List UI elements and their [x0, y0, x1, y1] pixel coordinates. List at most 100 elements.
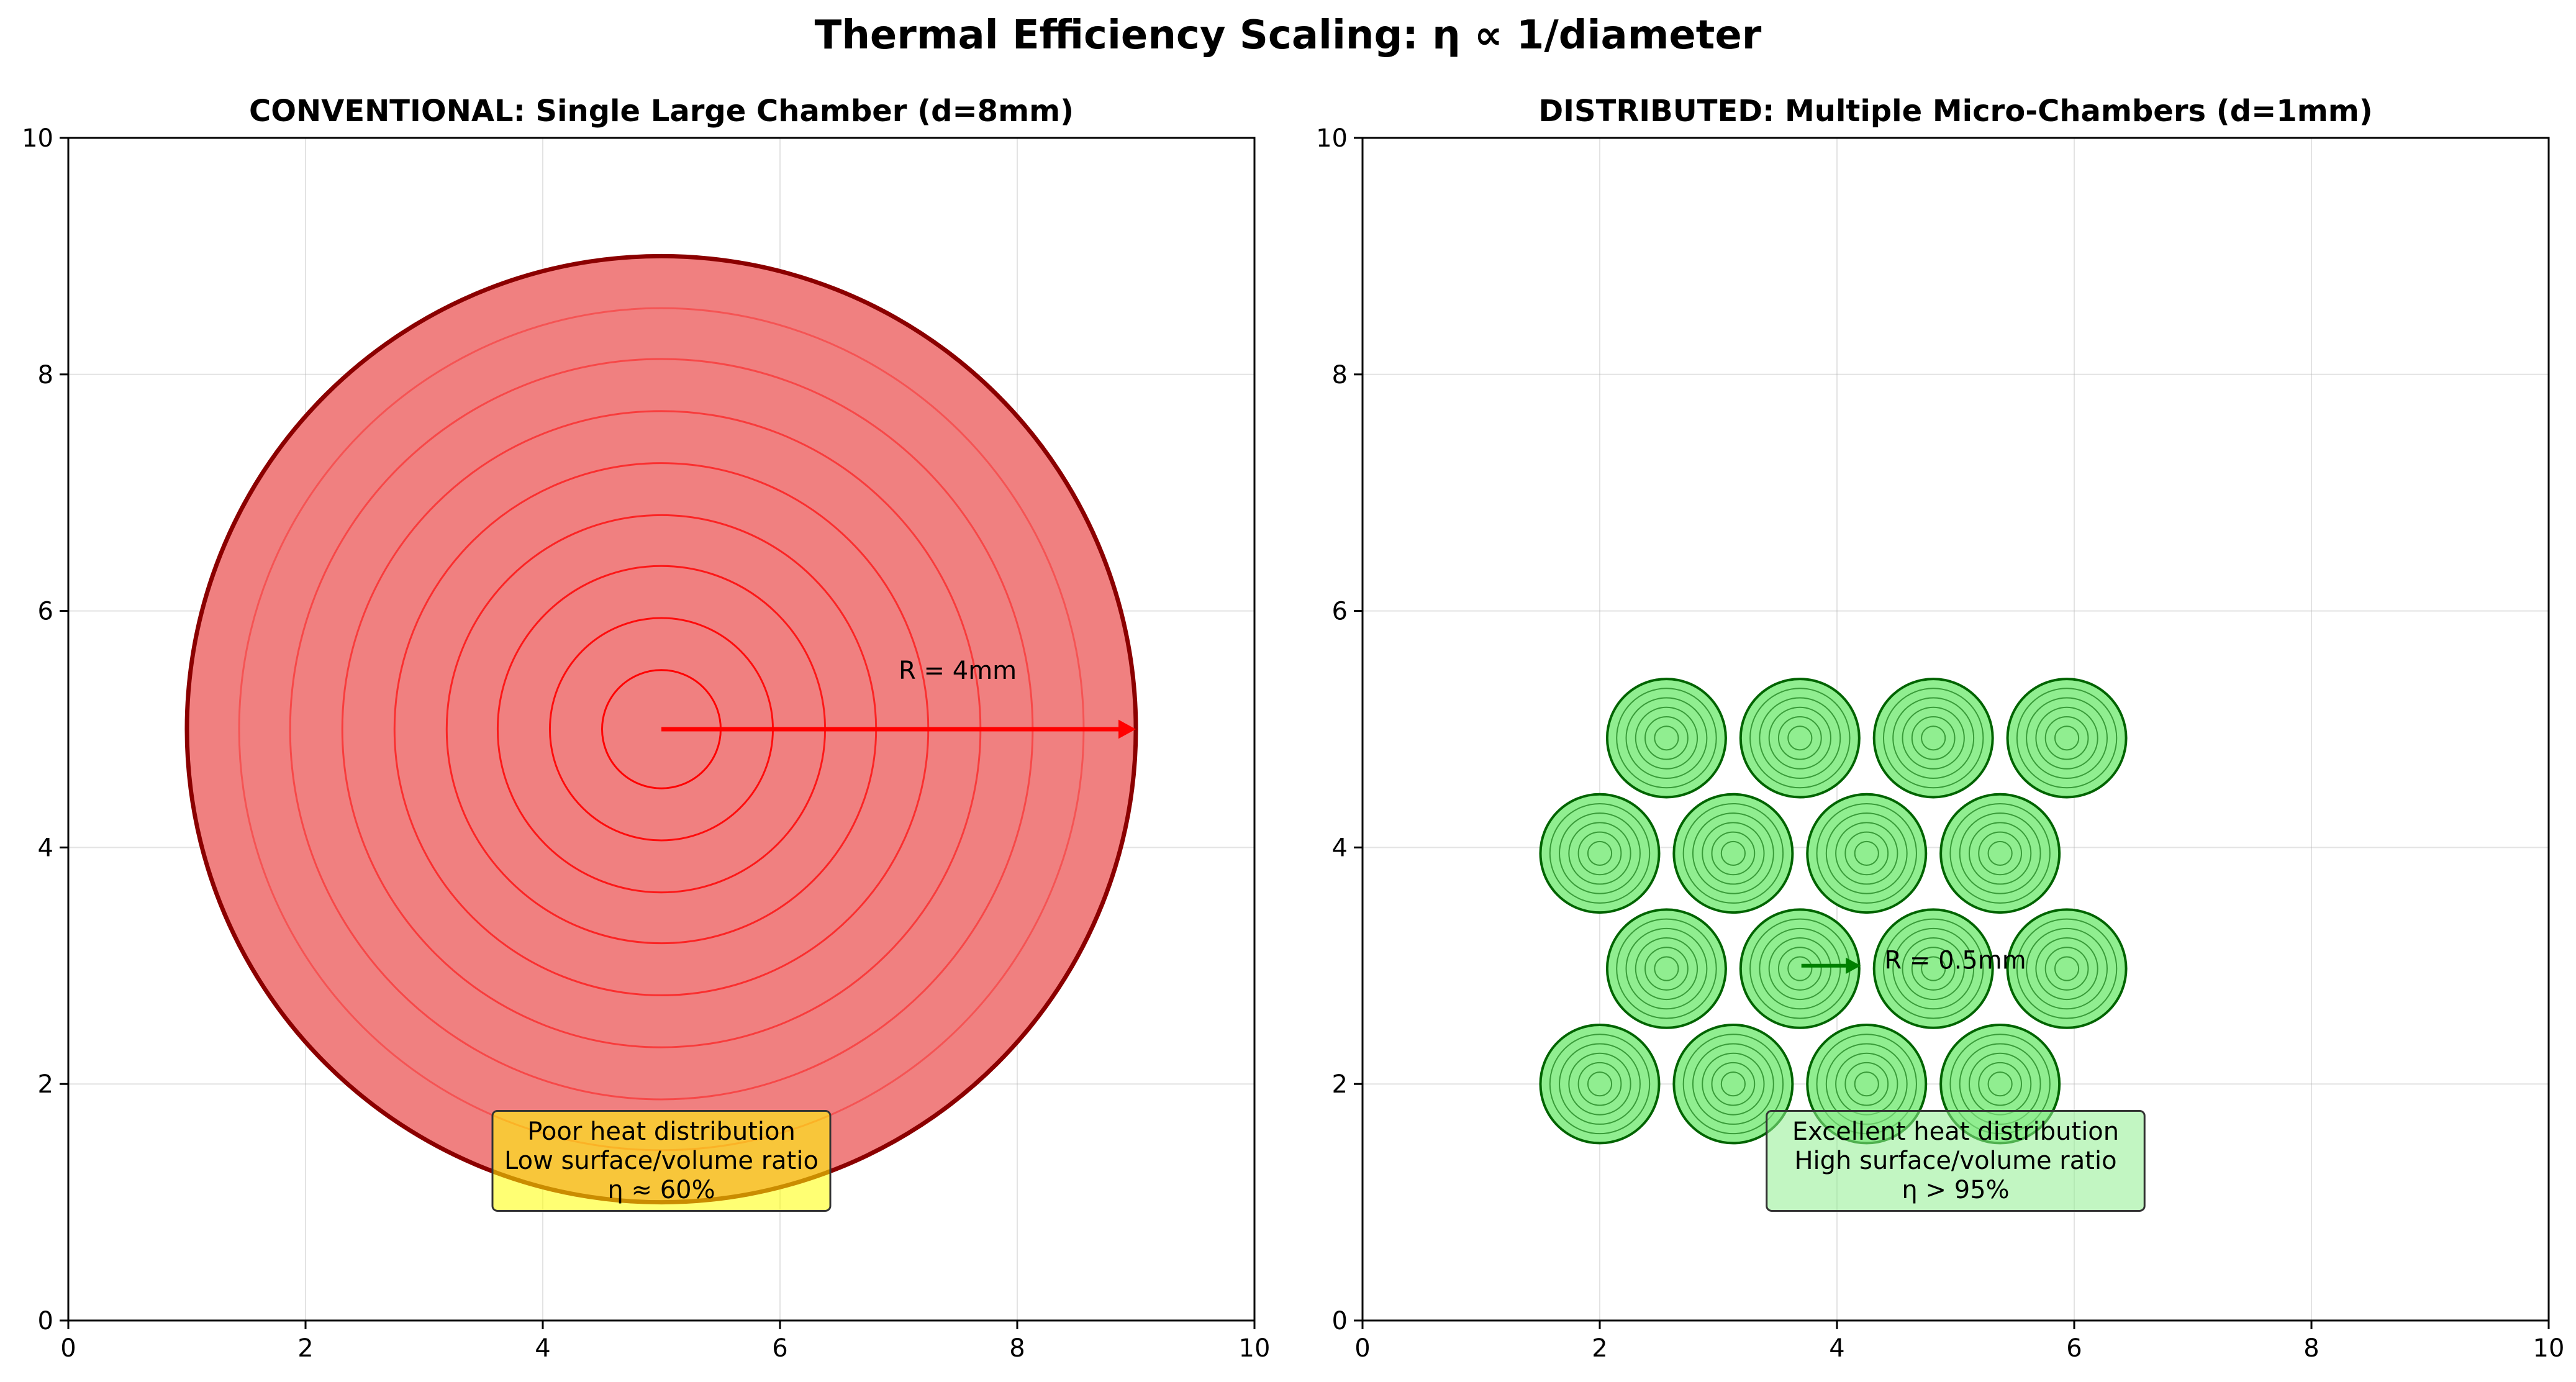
micro-chamber-body — [1539, 1024, 1661, 1145]
micro-chamber — [2006, 908, 2128, 1029]
micro-chamber — [1806, 793, 1928, 914]
micro-chamber-body — [1739, 908, 1861, 1029]
heat-contour — [1616, 918, 1717, 1019]
micro-chamber — [1872, 908, 1994, 1029]
heat-contour — [2044, 716, 2089, 760]
heat-contour — [1921, 956, 1946, 981]
heat-contour — [1768, 706, 1831, 770]
heat-contour — [1987, 1071, 2013, 1097]
heat-contour — [1587, 1071, 1613, 1097]
radius-label: R = 4mm — [899, 657, 1017, 685]
conventional-chamber-plot: CONVENTIONAL: Single Large Chamber (d=8m… — [22, 94, 1270, 1363]
x-tick-label: 10 — [1239, 1334, 1271, 1363]
y-axis-ticks: 0 2 4 6 8 10 — [22, 124, 68, 1335]
panel-title-distributed: DISTRIBUTED: Multiple Micro-Chambers (d=… — [1538, 94, 2372, 129]
heat-contour — [2026, 697, 2108, 780]
y-tick-label: 2 — [38, 1070, 53, 1099]
y-tick-label: 6 — [38, 598, 53, 626]
heat-contour — [1616, 688, 1717, 789]
micro-chamber — [1939, 793, 2061, 914]
heat-contour — [1568, 1052, 1631, 1116]
y-axis-ticks: 0 2 4 6 8 10 — [1316, 124, 1363, 1335]
note-line: High surface/volume ratio — [1794, 1147, 2116, 1175]
heat-contour — [1749, 688, 1851, 789]
heat-contour — [1959, 812, 2041, 894]
chart-marks: R = 0.5mm Excellent heat distributionHigh… — [1539, 678, 2146, 1212]
note-line: Low surface/volume ratio — [504, 1147, 819, 1175]
note-line: Excellent heat distribution — [1792, 1117, 2119, 1146]
heat-contour — [1759, 697, 1841, 780]
figure-title: Thermal Efficiency Scaling: η ∝ 1/diamet… — [815, 12, 1762, 58]
heat-contour — [1911, 716, 1956, 760]
x-tick-label: 4 — [535, 1334, 550, 1363]
heat-contour — [1921, 725, 1946, 751]
micro-chamber-body — [1939, 793, 2061, 914]
heat-contour — [1559, 812, 1641, 894]
heat-contour — [1911, 947, 1956, 991]
micro-chamber-body — [1605, 908, 1727, 1029]
heat-contour — [1711, 1062, 1756, 1106]
heat-contour — [2035, 706, 2098, 770]
micro-chamber-body — [2006, 908, 2128, 1029]
heat-contour — [1968, 822, 2032, 885]
micro-chamber — [1739, 678, 1861, 799]
heat-contour — [1577, 831, 1622, 876]
heat-contour — [1720, 1071, 1746, 1097]
heat-contour — [1644, 947, 1689, 991]
heat-contour — [1882, 688, 1984, 789]
panel-title-conventional: CONVENTIONAL: Single Large Chamber (d=8m… — [249, 94, 1074, 129]
heat-contour — [2035, 937, 2098, 1001]
heat-contour — [1844, 831, 1889, 876]
heat-contour — [1978, 1062, 2023, 1106]
micro-chamber-body — [1739, 678, 1861, 799]
radius-label: R = 0.5mm — [1884, 946, 2026, 975]
y-tick-label: 0 — [38, 1307, 53, 1335]
x-axis-ticks: 0 2 4 6 8 10 — [60, 1321, 1270, 1363]
y-tick-label: 2 — [1332, 1070, 1348, 1099]
micro-chamber-body — [1872, 908, 1994, 1029]
x-tick-label: 0 — [1354, 1334, 1370, 1363]
heat-contour — [1768, 937, 1831, 1001]
micro-chamber — [1672, 1024, 1794, 1145]
micro-chamber-body — [1605, 678, 1727, 799]
heat-contour — [1625, 927, 1708, 1010]
x-tick-label: 8 — [1009, 1334, 1025, 1363]
micro-chamber — [1739, 908, 1861, 1029]
heat-contour — [1720, 840, 1746, 866]
heat-contour — [1587, 840, 1613, 866]
y-tick-label: 4 — [1332, 834, 1348, 862]
heat-contour — [1777, 716, 1822, 760]
note-line: η > 95% — [1902, 1176, 2009, 1204]
y-tick-label: 0 — [1332, 1307, 1348, 1335]
heat-contour — [1682, 802, 1784, 904]
radius-arrow — [661, 719, 1136, 739]
heat-contour — [1577, 1062, 1622, 1106]
heat-contour — [1625, 697, 1708, 780]
y-tick-label: 8 — [1332, 361, 1348, 389]
micro-chamber — [2006, 678, 2128, 799]
heat-contour — [1978, 831, 2023, 876]
x-tick-label: 8 — [2303, 1334, 2319, 1363]
heat-contour — [1816, 802, 1917, 904]
distributed-chambers-plot: DISTRIBUTED: Multiple Micro-Chambers (d=… — [1316, 94, 2564, 1363]
heat-contour — [1892, 697, 1975, 780]
x-axis-ticks: 0 2 4 6 8 10 — [1354, 1321, 2564, 1363]
heat-contour — [2044, 947, 2089, 991]
heat-contour — [1635, 937, 1698, 1001]
heat-contour — [1902, 706, 1965, 770]
heat-contour — [1854, 840, 1879, 866]
y-tick-label: 10 — [1316, 124, 1348, 153]
micro-chamber — [1672, 793, 1794, 914]
axes-frame — [1361, 137, 2550, 1322]
heat-contour — [1949, 802, 2051, 904]
heat-contour — [1892, 927, 1975, 1010]
micro-chamber-body — [2006, 678, 2128, 799]
heat-contour — [1702, 822, 1765, 885]
x-tick-label: 2 — [1592, 1334, 1607, 1363]
heat-contour — [1568, 822, 1631, 885]
heat-contour — [1692, 1043, 1774, 1125]
x-tick-label: 2 — [297, 1334, 313, 1363]
heat-contour — [1835, 822, 1898, 885]
heat-contour — [1854, 1071, 1879, 1097]
heat-contour — [1711, 831, 1756, 876]
